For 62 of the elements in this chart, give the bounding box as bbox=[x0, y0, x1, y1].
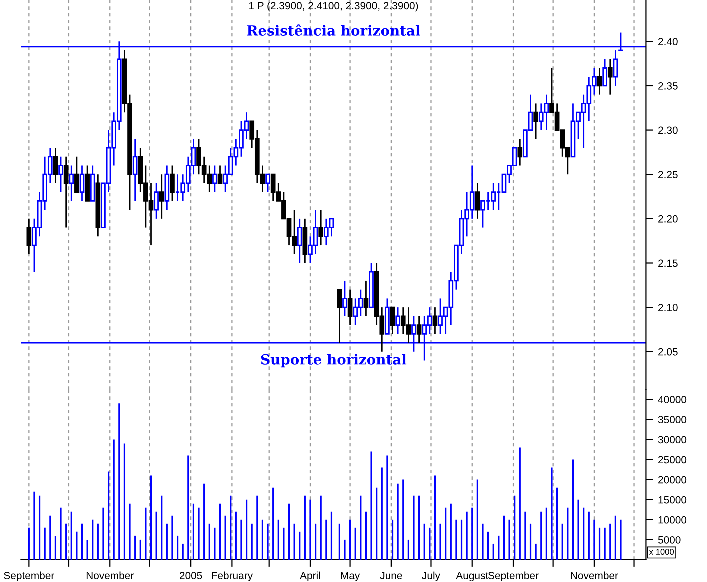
candlestick bbox=[432, 306, 438, 335]
candlestick bbox=[416, 316, 422, 344]
y-tick-label: 15000 bbox=[658, 496, 687, 504]
candlestick bbox=[348, 289, 353, 326]
candlestick bbox=[364, 280, 369, 318]
candlestick bbox=[608, 58, 613, 96]
candlestick bbox=[218, 165, 223, 184]
x-tick-label: February bbox=[212, 572, 254, 582]
candlestick bbox=[132, 138, 138, 202]
ref-line-label: Suporte horizontal bbox=[261, 354, 407, 368]
candlestick bbox=[602, 58, 608, 87]
candlestick bbox=[74, 156, 80, 194]
y-tick-label: 25000 bbox=[658, 456, 687, 464]
x-tick-label: May bbox=[341, 572, 360, 582]
y-tick-label: 2.30 bbox=[658, 126, 678, 134]
candlestick bbox=[154, 182, 159, 220]
candlestick bbox=[597, 68, 602, 96]
x-tick-label: November bbox=[86, 572, 134, 580]
y-tick-label: 2.05 bbox=[658, 348, 678, 356]
candlestick bbox=[58, 156, 64, 194]
candlestick bbox=[613, 50, 618, 87]
candlestick bbox=[518, 138, 523, 166]
y-tick-label: 2.20 bbox=[658, 215, 678, 223]
y-tick-label: 2.25 bbox=[658, 171, 678, 178]
candlestick bbox=[390, 306, 396, 335]
candlestick bbox=[266, 174, 270, 194]
ref-line-label: Resistência horizontal bbox=[247, 24, 420, 36]
y-tick-label: 30000 bbox=[658, 436, 687, 444]
candlestick bbox=[69, 165, 74, 202]
x-tick-label: November bbox=[571, 572, 618, 580]
y-tick-label: 2.35 bbox=[658, 82, 678, 90]
y-tick-label: 2.10 bbox=[658, 304, 678, 312]
candlestick bbox=[342, 280, 348, 318]
candlestick bbox=[170, 165, 175, 202]
candlestick bbox=[53, 147, 58, 184]
x-tick-label: 2005 bbox=[180, 572, 202, 580]
candlestick bbox=[337, 289, 342, 344]
x-tick-label: September bbox=[488, 572, 539, 582]
y-tick-label: 40000 bbox=[658, 396, 687, 404]
candlestick bbox=[318, 209, 324, 246]
x-tick-label: July bbox=[422, 572, 440, 582]
candlestick bbox=[26, 218, 32, 256]
x-tick-label: June bbox=[380, 572, 402, 580]
text: x 1000 bbox=[649, 549, 674, 555]
chart-title: 1 P (2.3900, 2.4100, 2.3900, 2.3900) bbox=[249, 2, 418, 12]
y-tick-label: 10000 bbox=[658, 516, 687, 524]
candlestick bbox=[80, 165, 85, 202]
candlestick bbox=[475, 182, 480, 220]
candlestick bbox=[534, 103, 538, 140]
x-tick-label: September bbox=[4, 572, 54, 582]
y-tick-label: 20000 bbox=[658, 476, 687, 484]
candlestick bbox=[64, 156, 69, 228]
candlestick bbox=[396, 306, 400, 335]
x-tick-label: April bbox=[300, 572, 320, 582]
candlestick bbox=[159, 174, 164, 220]
y-tick-label: 5000 bbox=[658, 536, 681, 544]
candlestick bbox=[212, 165, 218, 194]
candlestick bbox=[297, 218, 302, 264]
y-tick-label: 35000 bbox=[658, 416, 687, 424]
y-tick-label: 2.15 bbox=[658, 260, 678, 268]
x-tick-label: August bbox=[456, 572, 489, 582]
y-tick-label: 2.40 bbox=[658, 38, 678, 46]
